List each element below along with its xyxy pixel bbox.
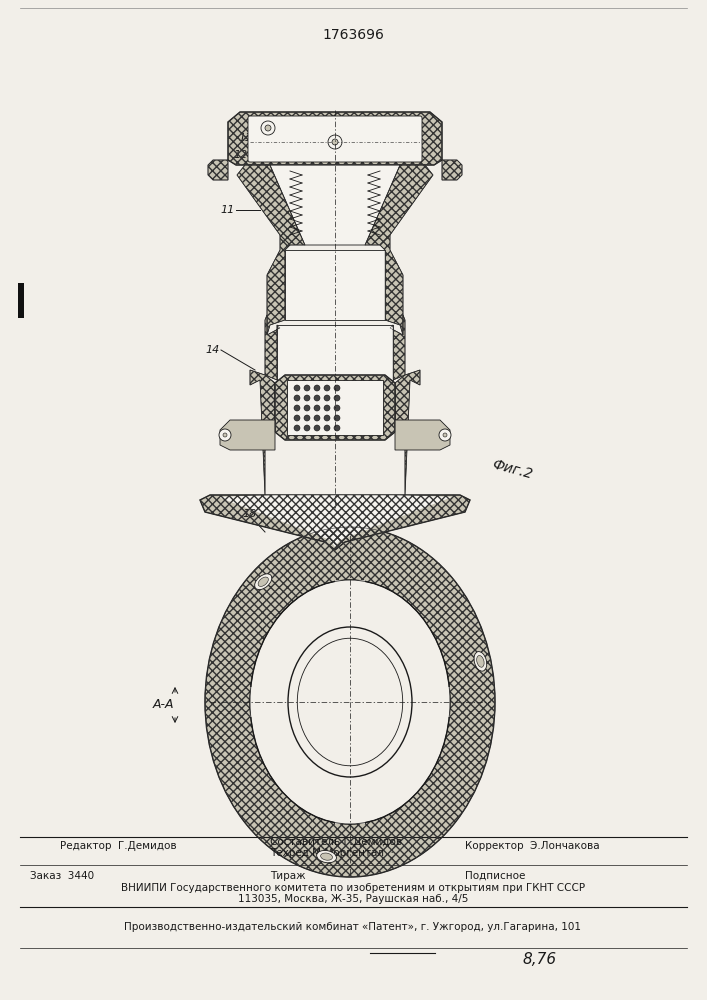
Polygon shape <box>200 495 470 550</box>
Circle shape <box>219 429 231 441</box>
Circle shape <box>314 415 320 421</box>
Circle shape <box>304 405 310 411</box>
Circle shape <box>334 425 340 431</box>
Text: 8,76: 8,76 <box>523 952 557 968</box>
Text: 113035, Москва, Ж-35, Раушская наб., 4/5: 113035, Москва, Ж-35, Раушская наб., 4/5 <box>238 894 468 904</box>
Text: 12: 12 <box>234 150 248 160</box>
Polygon shape <box>380 235 403 335</box>
Polygon shape <box>395 420 450 450</box>
Polygon shape <box>250 370 275 495</box>
Text: 18: 18 <box>243 509 257 519</box>
Circle shape <box>223 433 227 437</box>
Ellipse shape <box>255 574 271 590</box>
Circle shape <box>294 385 300 391</box>
Circle shape <box>334 415 340 421</box>
Bar <box>287 380 383 435</box>
Text: Составитель Г.Демидов: Составитель Г.Демидов <box>270 837 402 847</box>
Polygon shape <box>277 325 393 380</box>
Circle shape <box>314 385 320 391</box>
Circle shape <box>265 125 271 131</box>
Circle shape <box>304 385 310 391</box>
Circle shape <box>334 405 340 411</box>
Text: ВНИИПИ Государственного комитета по изобретениям и открытиям при ГКНТ СССР: ВНИИПИ Государственного комитета по изоб… <box>121 883 585 893</box>
Polygon shape <box>228 112 442 165</box>
Ellipse shape <box>250 580 450 824</box>
Ellipse shape <box>477 655 484 667</box>
Ellipse shape <box>258 577 269 586</box>
Circle shape <box>443 433 447 437</box>
Bar <box>250 687 450 717</box>
Text: Тираж: Тираж <box>270 871 305 881</box>
Polygon shape <box>395 370 420 495</box>
FancyBboxPatch shape <box>248 116 422 162</box>
Polygon shape <box>285 250 385 320</box>
Polygon shape <box>237 165 305 245</box>
Polygon shape <box>267 235 290 335</box>
Bar <box>18 283 24 318</box>
Polygon shape <box>218 495 452 547</box>
Text: Производственно-издательский комбинат «Патент», г. Ужгород, ул.Гагарина, 101: Производственно-издательский комбинат «П… <box>124 922 581 932</box>
Circle shape <box>334 395 340 401</box>
Text: Заказ  3440: Заказ 3440 <box>30 871 94 881</box>
Circle shape <box>324 385 330 391</box>
Polygon shape <box>220 420 275 450</box>
Circle shape <box>328 135 342 149</box>
Circle shape <box>304 415 310 421</box>
Text: Подписное: Подписное <box>465 871 525 881</box>
Text: 11: 11 <box>221 205 235 215</box>
Text: Техред М.Моргентал  ·: Техред М.Моргентал · <box>270 848 394 858</box>
Polygon shape <box>208 160 228 180</box>
Circle shape <box>294 405 300 411</box>
Circle shape <box>332 139 338 145</box>
Ellipse shape <box>205 527 495 877</box>
Text: 14: 14 <box>206 345 220 355</box>
Bar <box>335 580 365 824</box>
Polygon shape <box>265 315 280 380</box>
Circle shape <box>324 405 330 411</box>
Text: А-А: А-А <box>152 698 174 712</box>
Circle shape <box>439 429 451 441</box>
Circle shape <box>314 405 320 411</box>
Polygon shape <box>270 165 400 245</box>
Circle shape <box>294 415 300 421</box>
Text: Фиг.2: Фиг.2 <box>490 458 534 482</box>
Circle shape <box>334 385 340 391</box>
Circle shape <box>304 395 310 401</box>
Circle shape <box>261 121 275 135</box>
Circle shape <box>294 425 300 431</box>
Text: 1763696: 1763696 <box>322 28 384 42</box>
Ellipse shape <box>474 652 486 671</box>
Ellipse shape <box>317 850 337 863</box>
Ellipse shape <box>288 627 412 777</box>
Ellipse shape <box>320 853 332 860</box>
Text: 13: 13 <box>239 133 253 143</box>
Circle shape <box>324 415 330 421</box>
Text: Редактор  Г.Демидов: Редактор Г.Демидов <box>60 841 177 851</box>
Circle shape <box>304 425 310 431</box>
Polygon shape <box>365 165 433 245</box>
Circle shape <box>324 425 330 431</box>
Text: Корректор  Э.Лончакова: Корректор Э.Лончакова <box>465 841 600 851</box>
Polygon shape <box>390 315 405 380</box>
Polygon shape <box>275 375 395 440</box>
Circle shape <box>294 395 300 401</box>
Circle shape <box>314 395 320 401</box>
Circle shape <box>324 395 330 401</box>
Circle shape <box>314 425 320 431</box>
Polygon shape <box>442 160 462 180</box>
